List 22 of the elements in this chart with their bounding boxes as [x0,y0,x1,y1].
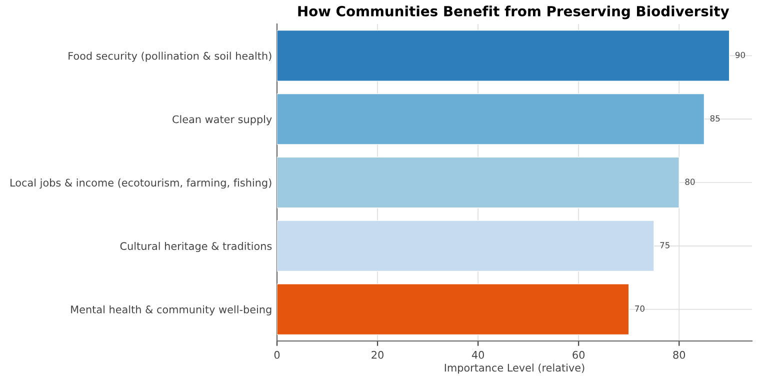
y-tick-label: Local jobs & income (ecotourism, farming, fishing) [10,178,272,189]
chart-title: How Communities Benefit from Preserving Biodiversity [298,6,730,20]
data-label: 70 [635,305,644,312]
data-label: 75 [660,242,670,248]
bar [277,30,730,82]
data-label: 80 [685,178,695,185]
data-label: 90 [735,52,745,58]
x-tick-label: 20 [372,350,384,359]
x-tick-label: 0 [274,350,280,359]
bar [277,220,654,272]
y-tick-label: Cultural heritage & traditions [120,242,272,252]
y-tick-label: Mental health & community well-being [71,305,272,316]
y-tick-label: Food security (pollination & soil health) [68,52,272,62]
bar [277,156,680,208]
x-tick-label: 60 [572,350,585,359]
bar [277,93,705,145]
x-tick-label: 40 [472,350,484,359]
x-axis-title: Importance Level (relative) [444,364,584,374]
data-label: 85 [710,115,720,122]
bar [277,284,630,336]
y-tick-label: Clean water supply [172,115,272,126]
x-tick-label: 80 [673,350,686,359]
